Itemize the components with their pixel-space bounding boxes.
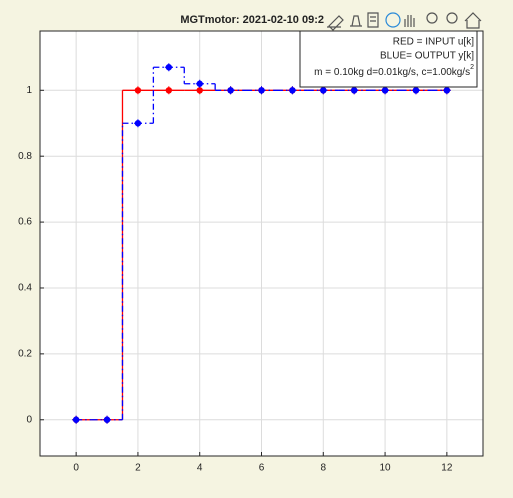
plot-area bbox=[40, 31, 483, 456]
marker-star bbox=[442, 86, 451, 95]
chart-title: MGTmotor: 2021-02-10 09:2 bbox=[180, 14, 324, 26]
x-tick-label: 10 bbox=[380, 463, 392, 474]
marker-star bbox=[257, 86, 266, 95]
marker-star bbox=[133, 86, 142, 95]
brush-icon[interactable] bbox=[327, 15, 344, 31]
marker bbox=[133, 86, 142, 95]
marker-star bbox=[350, 86, 359, 95]
marker bbox=[164, 86, 173, 95]
legend-text: BLUE= OUTPUT y[k] bbox=[380, 51, 474, 62]
marker bbox=[164, 63, 173, 72]
marker bbox=[195, 79, 204, 88]
marker bbox=[133, 119, 142, 128]
toolbar bbox=[327, 12, 482, 31]
y-tick-label: 0.4 bbox=[18, 283, 32, 294]
marker bbox=[442, 86, 451, 95]
marker bbox=[381, 86, 390, 95]
marker bbox=[411, 86, 420, 95]
legend-icon[interactable] bbox=[367, 12, 379, 28]
marker bbox=[226, 86, 235, 95]
marker bbox=[257, 86, 266, 95]
marker-star bbox=[319, 86, 328, 95]
marker bbox=[103, 415, 112, 424]
pan-icon[interactable] bbox=[404, 15, 415, 27]
legend: RED = INPUT u[k] BLUE= OUTPUT y[k] m = 0… bbox=[299, 30, 478, 88]
superscript: 2 bbox=[470, 64, 474, 71]
zoom-in-icon[interactable] bbox=[426, 12, 438, 24]
marker-star bbox=[226, 86, 235, 95]
marker-star bbox=[103, 415, 112, 424]
legend-text: m = 0.10kg d=0.01kg/s, c=1.00kg/s bbox=[314, 67, 470, 78]
marker-star bbox=[381, 86, 390, 95]
y-tick-label: 0 bbox=[26, 414, 32, 425]
marker-star bbox=[164, 86, 173, 95]
x-tick-label: 0 bbox=[73, 463, 79, 474]
x-tick-label: 2 bbox=[135, 463, 141, 474]
marker bbox=[319, 86, 328, 95]
marker bbox=[72, 415, 81, 424]
y-tick-label: 0.8 bbox=[18, 151, 32, 162]
x-tick-label: 12 bbox=[441, 463, 453, 474]
x-tick-label: 8 bbox=[321, 463, 327, 474]
marker-star bbox=[164, 63, 173, 72]
legend-box bbox=[299, 30, 478, 88]
datatip-icon[interactable] bbox=[350, 15, 362, 27]
marker-star bbox=[411, 86, 420, 95]
legend-text: RED = INPUT u[k] bbox=[393, 37, 474, 48]
marker bbox=[288, 86, 297, 95]
x-tick-label: 6 bbox=[259, 463, 265, 474]
zoom-out-icon[interactable] bbox=[446, 12, 458, 24]
x-tick-label: 4 bbox=[197, 463, 203, 474]
y-tick-label: 0.2 bbox=[18, 349, 32, 360]
home-icon[interactable] bbox=[464, 12, 482, 29]
marker-star bbox=[133, 119, 142, 128]
rotate-icon[interactable] bbox=[385, 12, 401, 28]
marker-star bbox=[195, 79, 204, 88]
marker-star bbox=[288, 86, 297, 95]
legend-text: m = 0.10kg d=0.01kg/s, c=1.00kg/s2 bbox=[314, 64, 474, 78]
marker bbox=[350, 86, 359, 95]
marker-star bbox=[72, 415, 81, 424]
y-tick-label: 0.6 bbox=[18, 217, 32, 228]
y-tick-label: 1 bbox=[26, 85, 32, 96]
